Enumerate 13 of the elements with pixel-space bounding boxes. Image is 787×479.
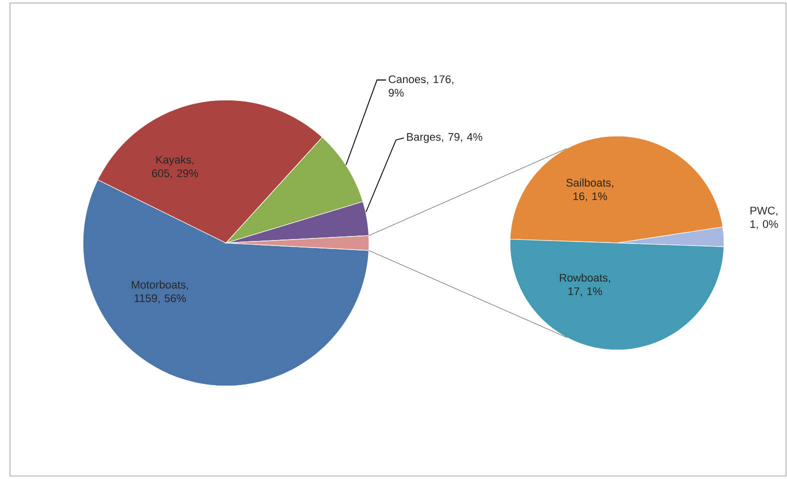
text: 9% <box>388 88 404 97</box>
slice-label: Sailboats <box>566 178 611 187</box>
slice-label: Canoes <box>388 75 426 84</box>
data-label: , 79, 4% <box>442 133 482 142</box>
data-label: , 1159, 56% <box>134 287 188 304</box>
text: , 176, <box>427 75 454 84</box>
slice-label: Motorboats <box>132 280 186 289</box>
data-label: , 16, 1% <box>573 185 614 202</box>
data-label: , 1, 0% <box>750 213 778 230</box>
slice-label: Rowboats <box>560 274 608 282</box>
slice-label: PWC <box>750 206 775 214</box>
slice-label: Barges <box>407 133 441 143</box>
data-label: , 17, 1% <box>568 280 610 296</box>
